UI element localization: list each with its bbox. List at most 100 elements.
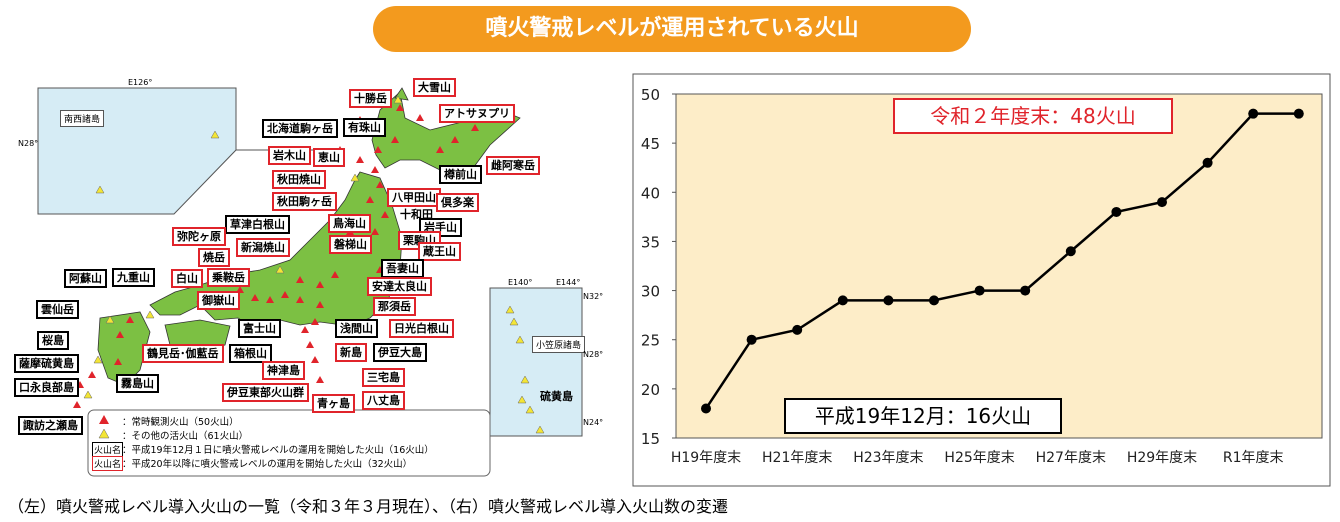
red-triangle (391, 136, 399, 143)
point (837, 295, 848, 306)
volcano-label: 恵山 (313, 148, 345, 167)
red-triangle (374, 146, 382, 153)
legend-red-triangle (99, 415, 109, 424)
yellow-triangle (393, 95, 403, 104)
volcano-label: 雌阿寒岳 (486, 156, 540, 175)
yellow-triangle (95, 185, 105, 194)
x-tick-label: H21年度末 (762, 450, 832, 466)
red-triangle (316, 376, 324, 383)
red-triangle (316, 281, 324, 288)
inset-lon: E140° (508, 278, 533, 287)
inset-title: 南西諸島 (60, 110, 105, 127)
island-label: 硫黄島 (540, 390, 573, 403)
y-tick-label: 40 (641, 184, 660, 202)
volcano-label: 北海道駒ヶ岳 (262, 119, 338, 138)
inset-lat: N24° (583, 418, 604, 427)
yellow-triangle (83, 390, 93, 399)
volcano-label: 乗鞍岳 (207, 268, 250, 287)
line-chart: 15 20 25 30 35 40 45 50 H19年度末 H21年度末 H23年度末 H25年度末… (641, 86, 1304, 466)
red-triangle (366, 196, 374, 203)
volcano-label: 弥陀ヶ原 (172, 227, 226, 246)
red-triangle (116, 331, 124, 338)
red-triangle (331, 271, 339, 278)
volcano-label: 三宅島 (362, 368, 405, 387)
volcano-label: 霧島山 (116, 374, 159, 393)
volcano-label: 青ヶ島 (312, 394, 355, 413)
volcano-label: 焼岳 (198, 248, 230, 267)
title-banner (373, 6, 971, 52)
yellow-triangle (520, 375, 530, 384)
red-triangle (371, 228, 379, 235)
x-tick-label: H29年度末 (1127, 450, 1197, 466)
red-triangle (114, 358, 122, 365)
red-triangle (266, 296, 274, 303)
point (1293, 108, 1304, 119)
inset-lat: N28° (18, 139, 39, 148)
yellow-triangle (210, 130, 220, 139)
volcano-label: 口永良部島 (14, 378, 79, 397)
volcano-label: 樽前山 (439, 165, 482, 184)
x-tick-label: H23年度末 (853, 450, 923, 466)
red-triangle (301, 326, 309, 333)
volcano-label: 諏訪之瀬島 (18, 416, 83, 435)
yellow-triangle (145, 310, 155, 319)
volcano-label: 大雪山 (413, 78, 456, 97)
volcano-label: 雲仙岳 (36, 300, 79, 319)
volcano-label: 富士山 (238, 319, 281, 338)
y-tick-label: 45 (641, 135, 660, 153)
red-triangle (376, 181, 384, 188)
legend-text: ：平成20年以降に噴火警戒レベルの運用を開始した火山（32火山） (122, 459, 413, 470)
red-triangle (306, 341, 314, 348)
volcano-label: 磐梯山 (329, 235, 372, 254)
red-triangle (311, 318, 319, 325)
x-tick-label: H25年度末 (944, 450, 1014, 466)
inset-southwest (37, 87, 237, 215)
x-tick-label: H19年度末 (671, 450, 741, 466)
volcano-label: 神津島 (262, 361, 305, 380)
red-triangle (296, 276, 304, 283)
annotation-box (893, 98, 1173, 134)
red-triangle (471, 124, 479, 131)
inset-lat: N32° (583, 292, 604, 301)
red-triangle (451, 136, 459, 143)
volcano-label: 那須岳 (373, 297, 416, 316)
point (1020, 285, 1031, 296)
red-triangle (381, 211, 389, 218)
point (974, 285, 985, 296)
volcano-label: アトサヌプリ (439, 104, 515, 123)
yellow-triangle (535, 425, 545, 434)
red-triangle (396, 104, 404, 111)
inset-lat: N28° (583, 350, 604, 359)
volcano-label: 八甲田山 (387, 188, 441, 207)
volcano-label: 御嶽山 (197, 291, 240, 310)
red-triangle (126, 316, 134, 323)
volcano-label: 有珠山 (343, 118, 386, 137)
y-tick-label: 20 (641, 381, 660, 399)
plot-area (675, 93, 1323, 439)
title: 噴火警戒レベルが運用されている火山 (485, 16, 859, 41)
volcano-label: 白山 (171, 269, 203, 288)
red-triangle (251, 294, 259, 301)
red-triangle (316, 301, 324, 308)
y-tick-label: 30 (641, 283, 660, 301)
yellow-triangle (275, 265, 285, 274)
inset-lon: E126° (128, 78, 153, 87)
yellow-triangle (505, 305, 515, 314)
volcano-label: 倶多楽 (436, 193, 479, 212)
volcano-label: 秋田焼山 (272, 170, 326, 189)
yellow-triangle (509, 317, 519, 326)
inset-lon: E144° (556, 278, 581, 287)
volcano-label: 蔵王山 (418, 242, 461, 261)
inset-title: 小笠原諸島 (532, 336, 586, 353)
point (746, 334, 757, 345)
point (1202, 157, 1213, 168)
yellow-triangle (517, 395, 527, 404)
legend-key: 火山名 (92, 456, 124, 471)
plain-label: 十和田 (400, 208, 433, 221)
point (1157, 197, 1167, 208)
legend-yellow-triangle (98, 428, 110, 439)
red-triangle (416, 114, 424, 121)
annotation-box (784, 398, 1062, 434)
